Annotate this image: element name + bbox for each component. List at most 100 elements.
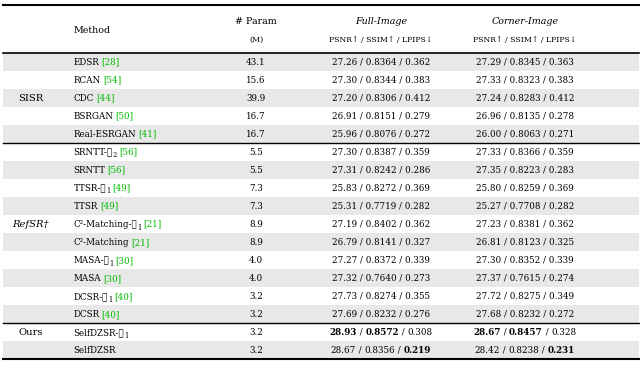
Text: 0.8572: 0.8572 [365, 328, 399, 337]
Text: RCAN: RCAN [74, 76, 101, 85]
Text: 3.2: 3.2 [249, 310, 263, 319]
Bar [3, 251, 639, 269]
Bar [3, 287, 639, 305]
Text: 26.00 / 0.8063 / 0.271: 26.00 / 0.8063 / 0.271 [476, 130, 574, 139]
Text: Ours: Ours [19, 328, 43, 337]
Text: 27.72 / 0.8275 / 0.349: 27.72 / 0.8275 / 0.349 [476, 292, 574, 301]
Text: 5.5: 5.5 [249, 147, 263, 157]
Bar [3, 233, 639, 251]
Text: Method: Method [74, 26, 111, 35]
Text: Full-Image: Full-Image [355, 17, 407, 26]
Text: 2: 2 [113, 152, 117, 160]
Text: /: / [356, 328, 365, 337]
Text: EDSR: EDSR [74, 57, 99, 67]
Text: 0.328: 0.328 [551, 328, 577, 337]
Text: 27.69 / 0.8232 / 0.276: 27.69 / 0.8232 / 0.276 [332, 310, 430, 319]
Text: 39.9: 39.9 [246, 94, 266, 102]
Text: 8.9: 8.9 [249, 220, 263, 229]
Text: [21]: [21] [131, 238, 149, 247]
Text: [41]: [41] [138, 130, 157, 139]
Text: (M): (M) [249, 36, 263, 44]
Text: 28.93: 28.93 [330, 328, 356, 337]
Text: 1: 1 [124, 332, 129, 340]
Text: MASA: MASA [74, 274, 101, 283]
Text: /: / [540, 346, 548, 355]
Text: 26.79 / 0.8141 / 0.327: 26.79 / 0.8141 / 0.327 [332, 238, 430, 247]
Text: PSNR↑ / SSIM↑ / LPIPS↓: PSNR↑ / SSIM↑ / LPIPS↓ [473, 36, 577, 44]
Text: [49]: [49] [100, 202, 118, 211]
Text: DCSR-ℓ: DCSR-ℓ [74, 292, 108, 301]
Text: 27.33 / 0.8323 / 0.383: 27.33 / 0.8323 / 0.383 [476, 76, 573, 85]
Text: SRNTT-ℓ: SRNTT-ℓ [74, 147, 113, 157]
Text: /: / [543, 328, 551, 337]
Text: 27.27 / 0.8372 / 0.339: 27.27 / 0.8372 / 0.339 [332, 256, 429, 265]
Text: 25.80 / 0.8259 / 0.369: 25.80 / 0.8259 / 0.369 [476, 184, 573, 193]
Bar [3, 161, 639, 179]
Text: MASA-ℓ: MASA-ℓ [74, 256, 109, 265]
Bar [3, 305, 639, 324]
Text: 26.91 / 0.8151 / 0.279: 26.91 / 0.8151 / 0.279 [332, 112, 430, 121]
Bar [3, 107, 639, 125]
Bar [3, 197, 639, 215]
Text: 26.96 / 0.8135 / 0.278: 26.96 / 0.8135 / 0.278 [476, 112, 574, 121]
Text: 27.23 / 0.8381 / 0.362: 27.23 / 0.8381 / 0.362 [476, 220, 574, 229]
Text: 4.0: 4.0 [249, 274, 263, 283]
Text: [28]: [28] [101, 57, 120, 67]
Text: [40]: [40] [102, 310, 120, 319]
Bar [3, 179, 639, 197]
Text: 27.37 / 0.7615 / 0.274: 27.37 / 0.7615 / 0.274 [476, 274, 574, 283]
Text: 27.30 / 0.8387 / 0.359: 27.30 / 0.8387 / 0.359 [332, 147, 429, 157]
Text: [54]: [54] [103, 76, 121, 85]
Text: BSRGAN: BSRGAN [74, 112, 114, 121]
Bar [3, 125, 639, 143]
Text: [50]: [50] [115, 112, 134, 121]
Text: 27.31 / 0.8242 / 0.286: 27.31 / 0.8242 / 0.286 [332, 166, 430, 175]
Text: /: / [395, 346, 404, 355]
Text: 1: 1 [108, 296, 112, 303]
Text: 5.5: 5.5 [249, 166, 263, 175]
Text: 26.81 / 0.8123 / 0.325: 26.81 / 0.8123 / 0.325 [476, 238, 574, 247]
Text: 25.27 / 0.7708 / 0.282: 25.27 / 0.7708 / 0.282 [476, 202, 574, 211]
Text: 4.0: 4.0 [249, 256, 263, 265]
Text: /: / [500, 346, 509, 355]
Text: 0.8457: 0.8457 [509, 328, 543, 337]
Text: 0.8356: 0.8356 [364, 346, 395, 355]
Text: 28.42: 28.42 [475, 346, 500, 355]
Text: 1: 1 [138, 224, 141, 232]
Text: 27.26 / 0.8364 / 0.362: 27.26 / 0.8364 / 0.362 [332, 57, 430, 67]
Bar [3, 89, 639, 107]
Text: 27.73 / 0.8274 / 0.355: 27.73 / 0.8274 / 0.355 [332, 292, 430, 301]
Bar [3, 269, 639, 287]
Text: /: / [356, 346, 364, 355]
Text: [30]: [30] [103, 274, 121, 283]
Text: 0.219: 0.219 [404, 346, 431, 355]
Text: 0.8238: 0.8238 [509, 346, 540, 355]
Text: 27.32 / 0.7640 / 0.273: 27.32 / 0.7640 / 0.273 [332, 274, 430, 283]
Text: [44]: [44] [96, 94, 115, 102]
Text: [30]: [30] [116, 256, 134, 265]
Text: SelfDZSR-ℓ: SelfDZSR-ℓ [74, 328, 124, 337]
Text: TTSR-ℓ: TTSR-ℓ [74, 184, 106, 193]
Text: C²-Matching-ℓ: C²-Matching-ℓ [74, 220, 138, 229]
Text: 27.30 / 0.8344 / 0.383: 27.30 / 0.8344 / 0.383 [332, 76, 430, 85]
Text: 27.20 / 0.8306 / 0.412: 27.20 / 0.8306 / 0.412 [332, 94, 430, 102]
Text: PSNR↑ / SSIM↑ / LPIPS↓: PSNR↑ / SSIM↑ / LPIPS↓ [329, 36, 433, 44]
Text: [40]: [40] [114, 292, 132, 301]
Bar [3, 53, 639, 71]
Text: # Param: # Param [235, 17, 277, 26]
Text: 8.9: 8.9 [249, 238, 263, 247]
Text: CDC: CDC [74, 94, 94, 102]
Text: [21]: [21] [143, 220, 162, 229]
Text: 0.231: 0.231 [548, 346, 575, 355]
Text: 15.6: 15.6 [246, 76, 266, 85]
Text: 27.35 / 0.8223 / 0.283: 27.35 / 0.8223 / 0.283 [476, 166, 573, 175]
Text: 16.7: 16.7 [246, 130, 266, 139]
Text: 27.19 / 0.8402 / 0.362: 27.19 / 0.8402 / 0.362 [332, 220, 430, 229]
Bar [3, 215, 639, 233]
Text: 25.31 / 0.7719 / 0.282: 25.31 / 0.7719 / 0.282 [332, 202, 430, 211]
Text: 7.3: 7.3 [249, 202, 263, 211]
Bar [3, 324, 639, 341]
Bar [3, 71, 639, 89]
Text: 27.29 / 0.8345 / 0.363: 27.29 / 0.8345 / 0.363 [476, 57, 573, 67]
Text: 0.308: 0.308 [407, 328, 432, 337]
